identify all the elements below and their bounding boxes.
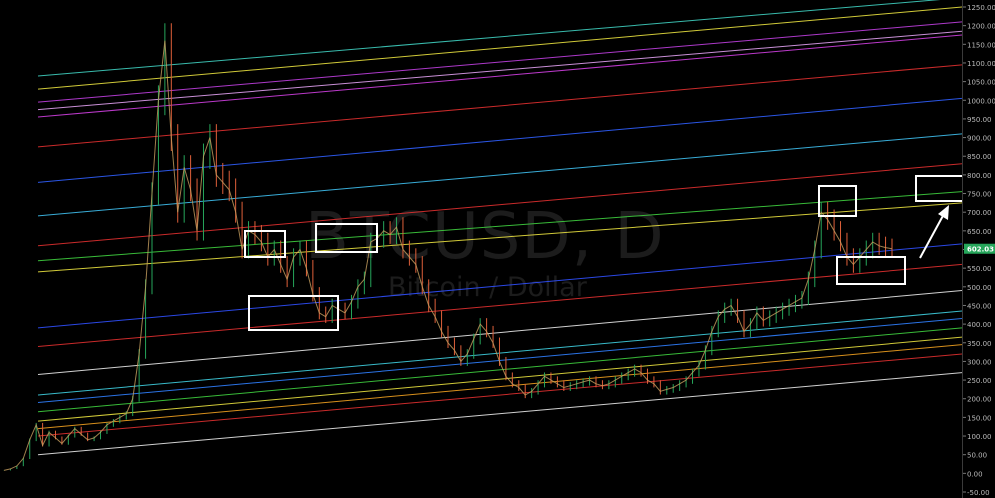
y-tick-label: 950.00 [967, 116, 992, 124]
annotation-box [915, 175, 964, 202]
y-tick-label: 250.00 [967, 377, 992, 385]
y-tick-label: -50.00 [967, 489, 990, 497]
trend-line [37, 263, 963, 347]
trend-line [37, 133, 963, 217]
trend-line [37, 344, 963, 430]
y-tick-label: 450.00 [967, 302, 992, 310]
y-tick-label: 850.00 [967, 153, 992, 161]
annotation-box [818, 185, 857, 217]
trend-line [37, 202, 963, 273]
trend-line [37, 6, 963, 90]
y-tick-label: 300.00 [967, 358, 992, 366]
trend-lines [37, 0, 963, 456]
y-tick-label: 1000.00 [967, 97, 995, 105]
annotation-box [315, 223, 378, 253]
y-tick-label: 1250.00 [967, 4, 995, 12]
trend-line [37, 30, 963, 111]
annotation-box [244, 230, 286, 258]
trend-line [37, 0, 941, 77]
y-tick-label: 100.00 [967, 433, 992, 441]
price-line [3, 40, 893, 471]
annotation-box [248, 295, 339, 331]
y-tick-label: 200.00 [967, 396, 992, 404]
trend-line [37, 243, 963, 329]
trend-line [37, 34, 963, 118]
trend-line [37, 318, 963, 403]
y-tick-label: 550.00 [967, 265, 992, 273]
y-tick-label: 0.00 [967, 470, 983, 478]
trend-line [37, 64, 963, 148]
price-series [3, 23, 893, 471]
trend-line [37, 336, 963, 422]
trend-line [37, 21, 963, 103]
y-tick-label: 1100.00 [967, 60, 995, 68]
annotations [244, 175, 964, 331]
annotation-box [836, 256, 906, 285]
y-tick-label: 700.00 [967, 209, 992, 217]
y-tick-label: 1050.00 [967, 79, 995, 87]
y-tick-label: 750.00 [967, 191, 992, 199]
price-axis[interactable]: 1250.00 1200.00 1150.00 1100.00 1050.00 1000.… [962, 0, 995, 498]
y-tick-label: 1150.00 [967, 41, 995, 49]
y-tick-label: 400.00 [967, 321, 992, 329]
trend-line [37, 163, 963, 247]
current-price-badge [964, 243, 995, 254]
trend-line [37, 191, 963, 262]
annotation-arrow [919, 211, 946, 259]
trend-line [37, 97, 963, 183]
y-tick-label: 150.00 [967, 414, 992, 422]
y-tick-label: 500.00 [967, 284, 992, 292]
y-tick-label: 900.00 [967, 135, 992, 143]
current-price-label: 602.03 [967, 246, 994, 254]
annotation-arrow-head [938, 205, 949, 220]
y-tick-label: 800.00 [967, 172, 992, 180]
trend-line [37, 353, 963, 437]
trend-line [37, 372, 963, 456]
trend-line [37, 310, 963, 396]
trend-line [37, 327, 963, 413]
y-tick-label: 50.00 [967, 452, 987, 460]
y-tick-label: 350.00 [967, 340, 992, 348]
y-tick-label: 1200.00 [967, 23, 995, 31]
y-tick-label: 650.00 [967, 228, 992, 236]
